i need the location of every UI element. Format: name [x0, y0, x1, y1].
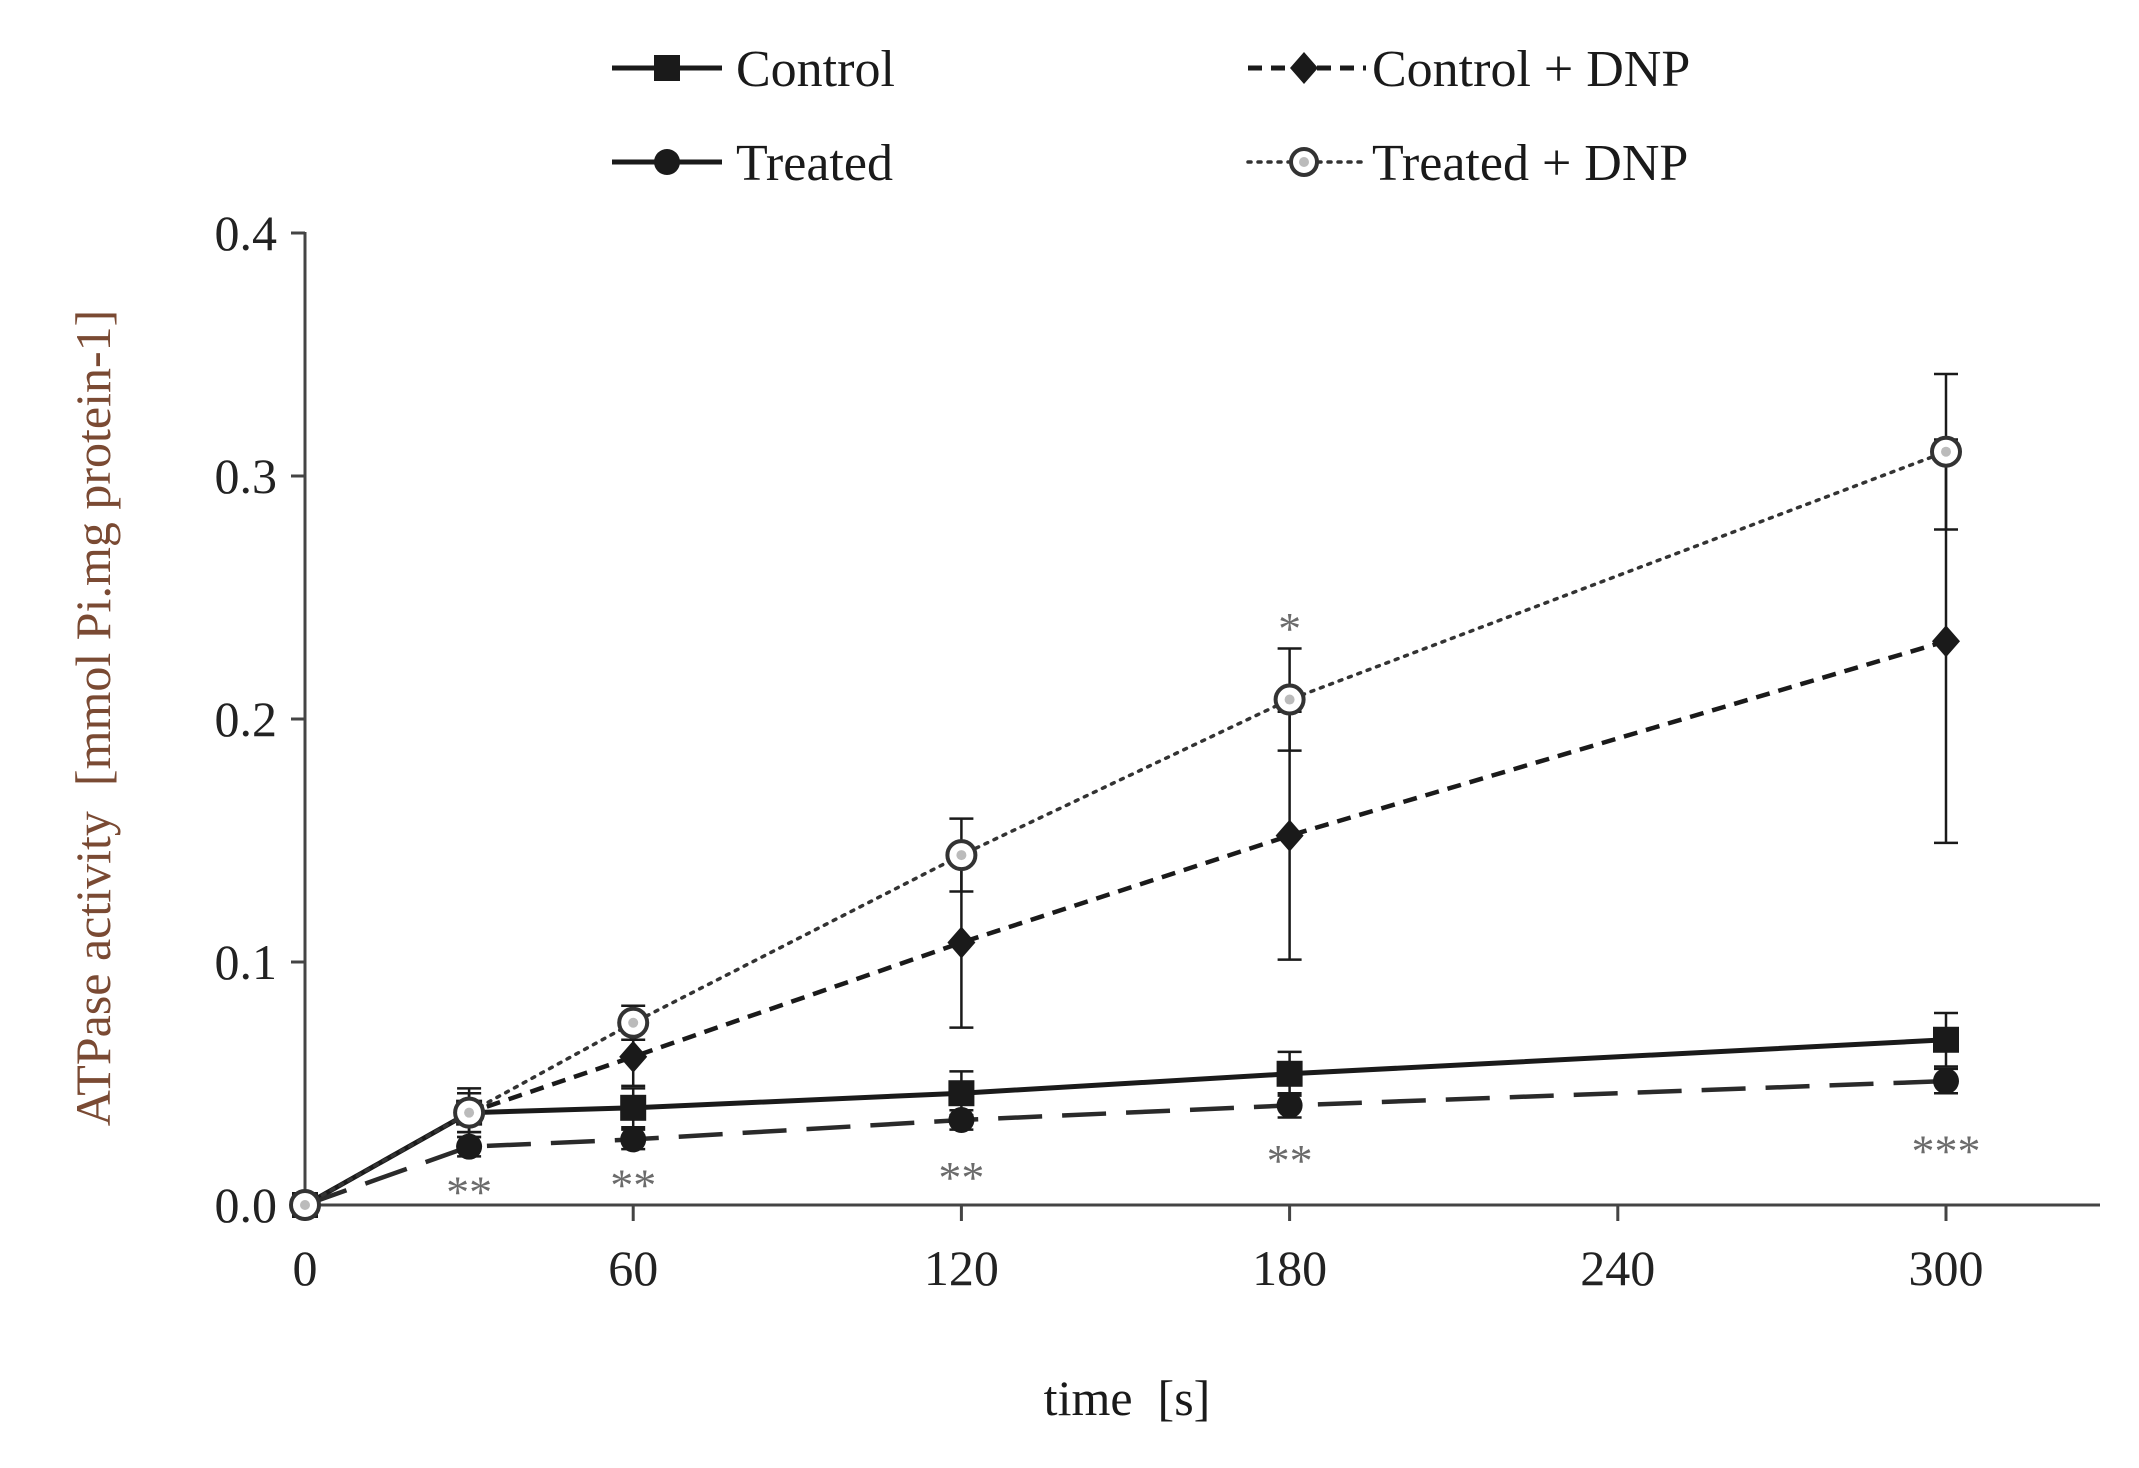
- marker-treated-dnp-60-core: [628, 1017, 639, 1028]
- marker-control-dnp-120: [947, 926, 976, 959]
- legend: Control Control + DNP Treated Treated + …: [612, 41, 1690, 192]
- marker-treated-dnp-180-core: [1284, 694, 1295, 705]
- y-tick-label-0.1: 0.1: [215, 934, 278, 990]
- x-axis-title: time [s]: [1044, 1370, 1211, 1426]
- legend-marker-treated: [654, 149, 680, 175]
- legend-label-control-dnp: Control + DNP: [1372, 41, 1690, 98]
- y-tick-label-0.3: 0.3: [215, 448, 278, 504]
- legend-item-treated-dnp: Treated + DNP: [1246, 135, 1688, 192]
- legend-marker-control: [654, 55, 680, 81]
- marker-treated-60: [620, 1126, 647, 1153]
- legend-label-control: Control: [736, 41, 895, 98]
- marker-control-120: [948, 1080, 975, 1107]
- significance-mark-180-3: **: [1267, 1135, 1313, 1186]
- marker-treated-dnp-120-core: [956, 850, 967, 861]
- significance-mark-300-4: ***: [1912, 1125, 1981, 1176]
- marker-control-dnp-60: [619, 1040, 648, 1073]
- marker-control-dnp-180: [1275, 819, 1304, 852]
- series-treated: [292, 1067, 1959, 1218]
- legend-item-treated: Treated: [612, 135, 893, 192]
- significance-annotations: ** ** ** ** ****: [446, 603, 1980, 1218]
- x-ticks: 0 60 120 180 240 300: [293, 1205, 1984, 1296]
- series-line-treated: [304, 1078, 1947, 1208]
- marker-treated-300: [1933, 1068, 1959, 1095]
- marker-control-dnp-300: [1932, 625, 1960, 658]
- axes: [303, 232, 2100, 1207]
- x-tick-label-120: 120: [924, 1240, 999, 1296]
- x-tick-label-240: 240: [1580, 1240, 1655, 1296]
- significance-mark-120-2: **: [938, 1152, 984, 1203]
- legend-label-treated-dnp: Treated + DNP: [1372, 135, 1688, 192]
- significance-mark-60-1: **: [610, 1159, 656, 1210]
- marker-control-60: [620, 1094, 647, 1121]
- y-axis-title: ATPase activity [mmol Pi.mg protein-1]: [65, 310, 121, 1127]
- series-treated-dnp: [289, 372, 1962, 1221]
- legend-label-treated: Treated: [736, 135, 893, 192]
- x-tick-label-300: 300: [1909, 1240, 1984, 1296]
- marker-treated-30: [456, 1133, 483, 1160]
- x-tick-label-0: 0: [293, 1240, 318, 1296]
- series-line-treated-dnp: [303, 449, 1948, 1207]
- series-line-control: [303, 1037, 1947, 1208]
- plot-area: [289, 372, 1962, 1221]
- marker-treated-dnp-0-core: [300, 1200, 310, 1210]
- marker-control-180: [1276, 1060, 1303, 1087]
- series-line-control-dnp: [303, 639, 1947, 1207]
- y-tick-label-0.0: 0.0: [215, 1177, 278, 1233]
- series-control-dnp: [291, 438, 1960, 1221]
- legend-marker-control-dnp: [1290, 52, 1318, 84]
- series-control: [292, 1011, 1959, 1218]
- marker-treated-120: [948, 1106, 975, 1133]
- marker-treated-dnp-30-core: [464, 1107, 475, 1118]
- marker-treated-180: [1276, 1092, 1303, 1119]
- significance-mark-180-5: *: [1278, 603, 1301, 654]
- y-tick-label-0.2: 0.2: [215, 691, 278, 747]
- significance-mark-30-0: **: [446, 1167, 492, 1218]
- legend-marker-treated-dnp-core: [1299, 157, 1309, 167]
- marker-treated-dnp-300-core: [1941, 446, 1951, 457]
- legend-item-control: Control: [612, 41, 895, 98]
- y-ticks: 0.0 0.1 0.2 0.3 0.4: [215, 205, 305, 1233]
- x-tick-label-180: 180: [1252, 1240, 1327, 1296]
- legend-item-control-dnp: Control + DNP: [1248, 41, 1690, 98]
- marker-control-300: [1933, 1026, 1959, 1053]
- x-tick-label-60: 60: [608, 1240, 658, 1296]
- y-tick-label-0.4: 0.4: [215, 205, 278, 261]
